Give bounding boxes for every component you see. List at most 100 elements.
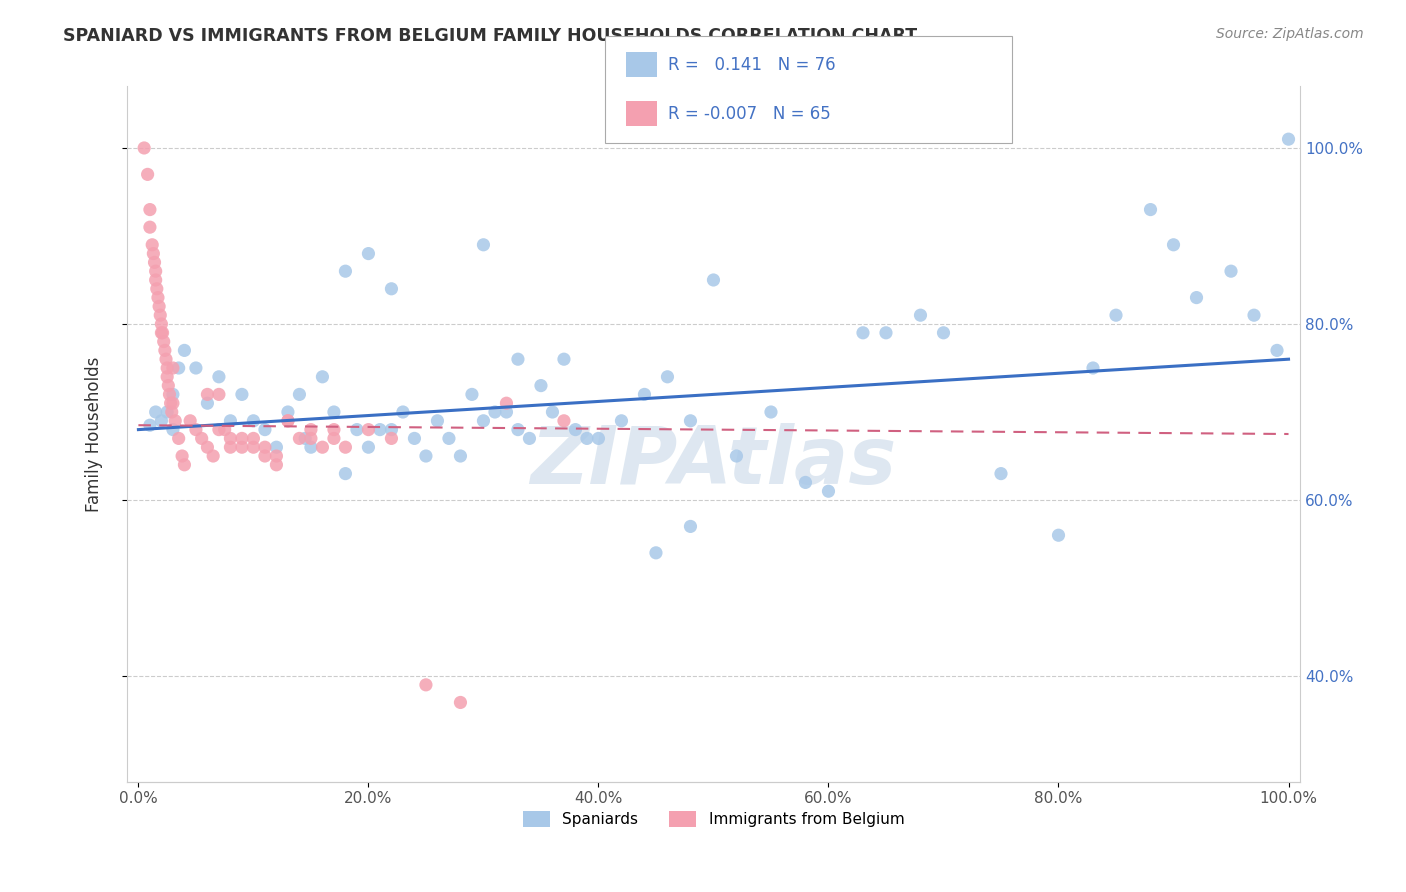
Point bbox=[484, 405, 506, 419]
Point bbox=[553, 414, 575, 428]
Point bbox=[162, 423, 184, 437]
Point bbox=[253, 440, 276, 454]
Point bbox=[437, 431, 460, 445]
Point bbox=[231, 387, 253, 401]
Point bbox=[299, 423, 322, 437]
Point bbox=[323, 405, 346, 419]
Point bbox=[357, 440, 380, 454]
Point bbox=[139, 202, 162, 217]
Point bbox=[139, 418, 162, 433]
Point bbox=[553, 352, 575, 367]
Point bbox=[167, 431, 190, 445]
Point bbox=[253, 423, 276, 437]
Point bbox=[1243, 308, 1265, 322]
Point bbox=[1163, 237, 1185, 252]
Point bbox=[190, 431, 212, 445]
Point bbox=[472, 237, 495, 252]
Point bbox=[495, 396, 517, 410]
Point bbox=[415, 449, 437, 463]
Point bbox=[184, 423, 207, 437]
Point bbox=[461, 387, 484, 401]
Point bbox=[242, 440, 264, 454]
Point bbox=[1105, 308, 1128, 322]
Point bbox=[197, 396, 219, 410]
Point bbox=[368, 423, 391, 437]
Point bbox=[759, 405, 782, 419]
Point bbox=[725, 449, 748, 463]
Point bbox=[150, 317, 173, 331]
Point bbox=[495, 405, 517, 419]
Point bbox=[299, 440, 322, 454]
Point bbox=[266, 449, 288, 463]
Point bbox=[277, 414, 299, 428]
Point bbox=[139, 220, 162, 235]
Text: Source: ZipAtlas.com: Source: ZipAtlas.com bbox=[1216, 27, 1364, 41]
Point bbox=[357, 423, 380, 437]
Point bbox=[610, 414, 633, 428]
Text: SPANIARD VS IMMIGRANTS FROM BELGIUM FAMILY HOUSEHOLDS CORRELATION CHART: SPANIARD VS IMMIGRANTS FROM BELGIUM FAMI… bbox=[63, 27, 917, 45]
Point bbox=[266, 458, 288, 472]
Point bbox=[541, 405, 564, 419]
Point bbox=[152, 334, 174, 349]
Point bbox=[1185, 291, 1208, 305]
Point bbox=[145, 273, 167, 287]
Point bbox=[141, 237, 163, 252]
Point bbox=[162, 387, 184, 401]
Point bbox=[288, 387, 311, 401]
Point bbox=[1265, 343, 1288, 358]
Point bbox=[162, 361, 184, 376]
Point bbox=[645, 546, 668, 560]
Point bbox=[323, 431, 346, 445]
Point bbox=[153, 343, 176, 358]
Point bbox=[219, 414, 242, 428]
Point bbox=[311, 369, 333, 384]
Point bbox=[530, 378, 553, 392]
Point bbox=[794, 475, 817, 490]
Point bbox=[202, 449, 225, 463]
Point bbox=[1081, 361, 1104, 376]
Text: ZIPAtlas: ZIPAtlas bbox=[530, 423, 897, 500]
Y-axis label: Family Households: Family Households bbox=[86, 356, 103, 512]
Point bbox=[277, 414, 299, 428]
Point bbox=[506, 352, 529, 367]
Point bbox=[231, 440, 253, 454]
Point bbox=[253, 449, 276, 463]
Point bbox=[266, 440, 288, 454]
Point bbox=[214, 423, 236, 437]
Point bbox=[155, 352, 177, 367]
Point bbox=[932, 326, 955, 340]
Point bbox=[150, 414, 173, 428]
Point bbox=[142, 246, 165, 260]
Point bbox=[208, 369, 231, 384]
Point bbox=[404, 431, 426, 445]
Point bbox=[449, 695, 471, 709]
Point bbox=[146, 282, 169, 296]
Text: R =   0.141   N = 76: R = 0.141 N = 76 bbox=[668, 56, 835, 74]
Point bbox=[208, 387, 231, 401]
Point bbox=[219, 431, 242, 445]
Point bbox=[242, 431, 264, 445]
Point bbox=[519, 431, 541, 445]
Point bbox=[335, 467, 357, 481]
Point bbox=[145, 264, 167, 278]
Point bbox=[323, 423, 346, 437]
Text: R = -0.007   N = 65: R = -0.007 N = 65 bbox=[668, 105, 831, 123]
Point bbox=[506, 423, 529, 437]
Point bbox=[380, 282, 402, 296]
Point bbox=[875, 326, 897, 340]
Point bbox=[817, 484, 839, 499]
Point bbox=[702, 273, 724, 287]
Point bbox=[159, 387, 181, 401]
Point bbox=[288, 431, 311, 445]
Point bbox=[197, 387, 219, 401]
Point bbox=[564, 423, 586, 437]
Point bbox=[657, 369, 679, 384]
Point bbox=[392, 405, 415, 419]
Point bbox=[156, 369, 179, 384]
Point bbox=[299, 431, 322, 445]
Point bbox=[380, 423, 402, 437]
Point bbox=[426, 414, 449, 428]
Point bbox=[1047, 528, 1070, 542]
Point bbox=[197, 440, 219, 454]
Point bbox=[449, 449, 471, 463]
